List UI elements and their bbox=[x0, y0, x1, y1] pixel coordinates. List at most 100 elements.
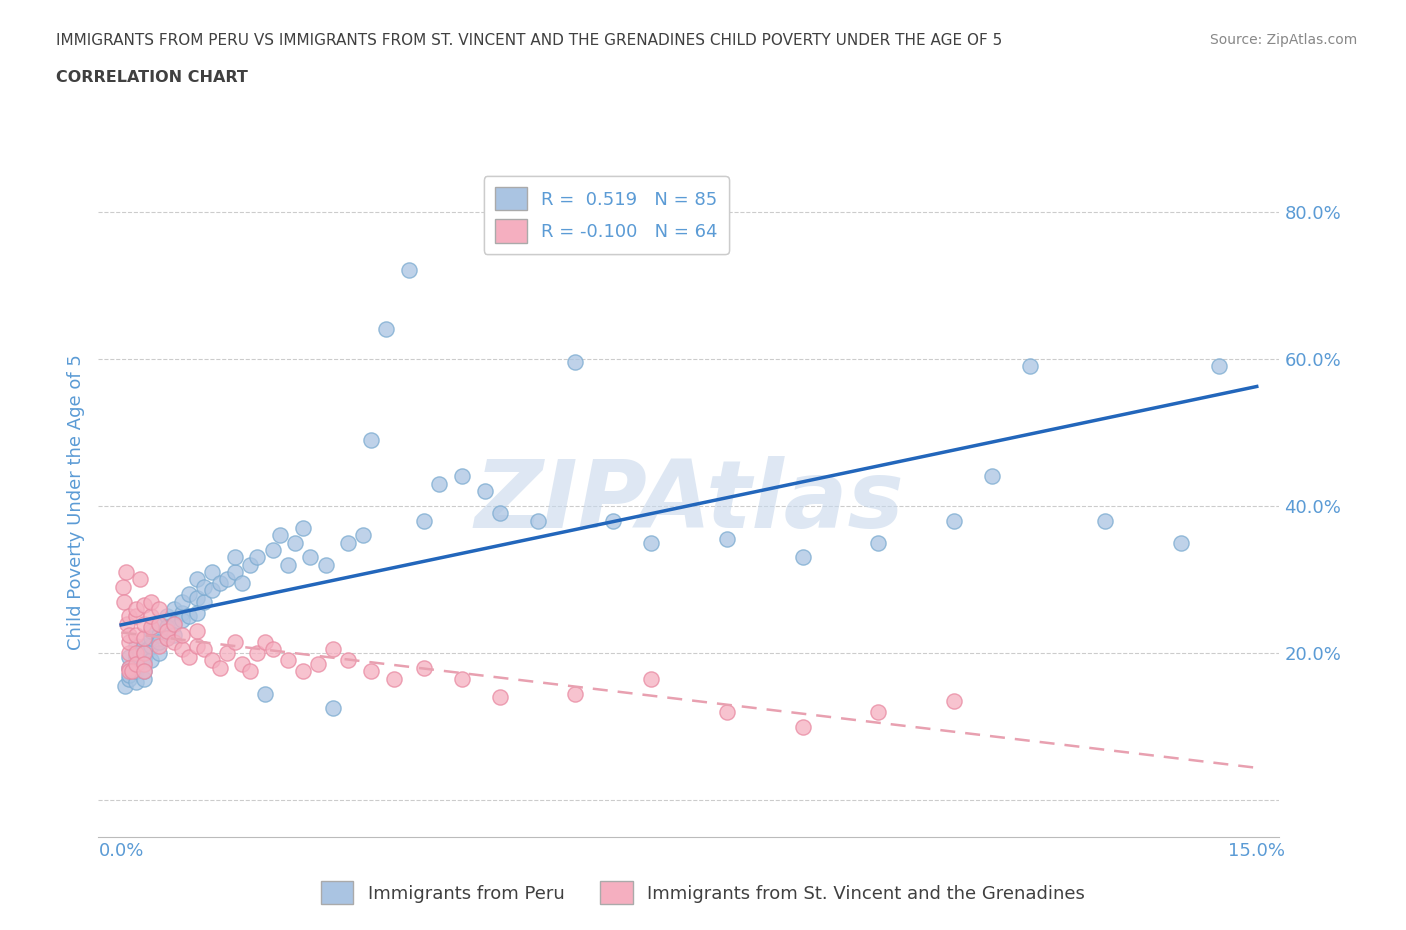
Point bbox=[163, 617, 186, 631]
Point bbox=[337, 653, 360, 668]
Legend: Immigrants from Peru, Immigrants from St. Vincent and the Grenadines: Immigrants from Peru, Immigrants from St… bbox=[314, 874, 1092, 911]
Point bbox=[526, 513, 548, 528]
Point bbox=[186, 605, 208, 620]
Point bbox=[141, 623, 163, 638]
Point bbox=[337, 536, 360, 551]
Point bbox=[450, 469, 472, 484]
Point bbox=[148, 602, 170, 617]
Point bbox=[125, 638, 148, 653]
Point bbox=[141, 653, 163, 668]
Point bbox=[277, 653, 299, 668]
Point bbox=[208, 576, 231, 591]
Point bbox=[231, 657, 253, 671]
Point bbox=[121, 664, 143, 679]
Point bbox=[141, 620, 163, 635]
Point bbox=[148, 645, 170, 660]
Point bbox=[111, 579, 134, 594]
Point bbox=[163, 627, 186, 642]
Text: Source: ZipAtlas.com: Source: ZipAtlas.com bbox=[1209, 33, 1357, 46]
Point bbox=[179, 609, 201, 624]
Text: CORRELATION CHART: CORRELATION CHART bbox=[56, 70, 247, 85]
Point bbox=[125, 627, 148, 642]
Point bbox=[132, 617, 155, 631]
Point bbox=[132, 649, 155, 664]
Point bbox=[125, 675, 148, 690]
Point bbox=[217, 645, 239, 660]
Point bbox=[224, 634, 246, 649]
Point bbox=[132, 653, 155, 668]
Point bbox=[193, 579, 215, 594]
Point bbox=[155, 620, 177, 635]
Point bbox=[141, 594, 163, 609]
Point bbox=[1208, 359, 1230, 374]
Point bbox=[284, 536, 307, 551]
Point bbox=[239, 664, 262, 679]
Point bbox=[1170, 536, 1192, 551]
Point bbox=[148, 617, 170, 631]
Point bbox=[148, 638, 170, 653]
Point bbox=[179, 587, 201, 602]
Point bbox=[132, 638, 155, 653]
Point bbox=[262, 542, 284, 557]
Point bbox=[125, 660, 148, 675]
Point bbox=[148, 634, 170, 649]
Point bbox=[132, 664, 155, 679]
Point bbox=[360, 664, 382, 679]
Point bbox=[118, 634, 141, 649]
Point bbox=[141, 609, 163, 624]
Point bbox=[564, 686, 586, 701]
Point bbox=[942, 694, 965, 709]
Point bbox=[792, 719, 814, 734]
Point bbox=[179, 649, 201, 664]
Point bbox=[132, 645, 155, 660]
Point bbox=[125, 602, 148, 617]
Point bbox=[427, 476, 450, 491]
Point bbox=[186, 623, 208, 638]
Point bbox=[253, 634, 276, 649]
Point bbox=[112, 594, 135, 609]
Point bbox=[253, 686, 276, 701]
Point bbox=[141, 638, 163, 653]
Point bbox=[299, 550, 322, 565]
Point bbox=[118, 649, 141, 664]
Point bbox=[170, 613, 193, 628]
Point bbox=[716, 704, 738, 719]
Point bbox=[224, 565, 246, 579]
Point bbox=[170, 627, 193, 642]
Point bbox=[163, 617, 186, 631]
Point bbox=[118, 645, 141, 660]
Point bbox=[132, 657, 155, 671]
Point bbox=[155, 623, 177, 638]
Point bbox=[307, 657, 329, 671]
Point bbox=[114, 565, 136, 579]
Point bbox=[129, 645, 152, 660]
Legend: R =  0.519   N = 85, R = -0.100   N = 64: R = 0.519 N = 85, R = -0.100 N = 64 bbox=[484, 177, 728, 254]
Text: ZIPAtlas: ZIPAtlas bbox=[474, 457, 904, 548]
Point bbox=[148, 627, 170, 642]
Point bbox=[170, 642, 193, 657]
Point bbox=[121, 664, 143, 679]
Point bbox=[868, 536, 890, 551]
Point bbox=[170, 594, 193, 609]
Point bbox=[186, 572, 208, 587]
Point bbox=[474, 484, 496, 498]
Point bbox=[360, 432, 382, 447]
Point bbox=[125, 657, 148, 671]
Point bbox=[163, 634, 186, 649]
Point bbox=[125, 649, 148, 664]
Point bbox=[640, 671, 662, 686]
Point bbox=[413, 660, 436, 675]
Point bbox=[262, 642, 284, 657]
Point bbox=[118, 671, 141, 686]
Point bbox=[217, 572, 239, 587]
Point bbox=[231, 576, 253, 591]
Point bbox=[132, 645, 155, 660]
Point bbox=[291, 521, 314, 536]
Point bbox=[132, 598, 155, 613]
Point bbox=[118, 660, 141, 675]
Point bbox=[201, 583, 224, 598]
Point bbox=[155, 631, 177, 645]
Point bbox=[208, 660, 231, 675]
Point bbox=[118, 668, 141, 683]
Point bbox=[246, 550, 269, 565]
